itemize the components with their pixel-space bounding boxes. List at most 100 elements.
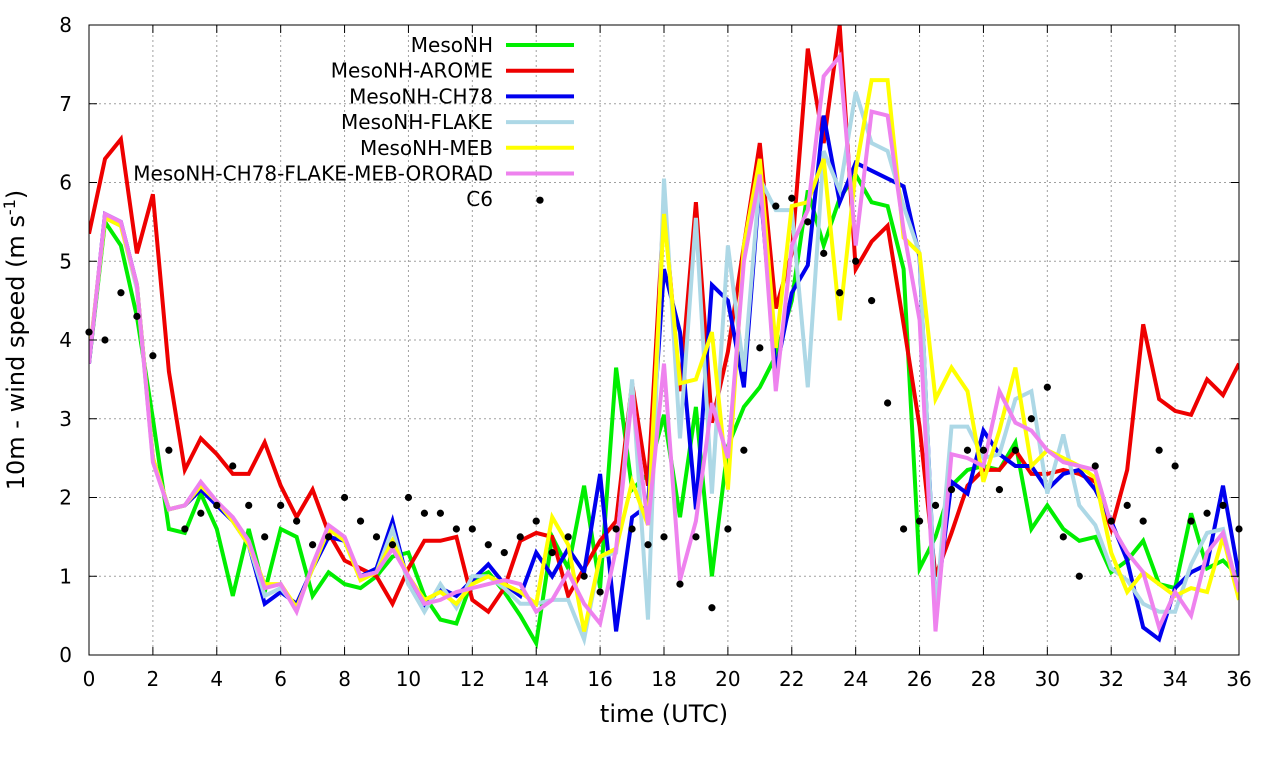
x-axis-title: time (UTC) <box>600 700 728 728</box>
series-mesonh-line <box>89 170 1239 650</box>
y-tick-label: 5 <box>59 249 72 273</box>
c6-point <box>1027 415 1035 423</box>
y-axis-title: 10m - wind speed (m s-1) <box>0 190 30 491</box>
c6-point <box>884 399 892 407</box>
c6-point <box>436 509 444 517</box>
c6-point <box>644 541 652 549</box>
c6-point <box>181 525 189 533</box>
c6-point <box>979 446 988 454</box>
x-tick-label: 30 <box>1035 667 1060 691</box>
c6-point <box>740 446 748 454</box>
c6-point <box>484 541 492 549</box>
y-tick-label: 8 <box>59 13 72 37</box>
c6-point <box>372 533 381 541</box>
legend-label-mesonh-ch78-flake-meb-ororad: MesoNH-CH78-FLAKE-MEB-ORORAD <box>133 162 493 186</box>
x-tick-label: 18 <box>651 667 676 691</box>
c6-point <box>420 509 429 517</box>
c6-point <box>1139 517 1147 525</box>
c6-point <box>1011 446 1019 454</box>
c6-point <box>612 525 620 533</box>
c6-point <box>1059 533 1067 541</box>
y-tick-label: 0 <box>59 643 72 667</box>
x-tick-label: 6 <box>274 667 287 691</box>
x-tick-label: 16 <box>587 667 612 691</box>
c6-point <box>628 525 636 533</box>
c6-point <box>213 501 221 509</box>
c6-point <box>516 533 524 541</box>
legend-label-mesonh-ch78: MesoNH-CH78 <box>349 84 493 108</box>
legend-label-mesonh: MesoNH <box>411 33 493 57</box>
c6-point <box>356 517 365 525</box>
series-c6 <box>85 194 1243 612</box>
c6-point <box>1219 501 1227 509</box>
c6-point <box>532 517 540 525</box>
c6-point <box>500 549 508 557</box>
c6-point <box>724 525 732 533</box>
axis-ticks: 0 2 4 6 8 10 12 14 16 18 20 22 24 26 28 30 32 34 360123456… <box>59 13 1251 691</box>
c6-point <box>852 257 860 265</box>
x-tick-label: 22 <box>779 667 804 691</box>
c6-point <box>261 533 269 541</box>
c6-point <box>836 289 844 297</box>
y-tick-label: 2 <box>59 486 72 510</box>
y-tick-label: 4 <box>59 328 72 352</box>
x-tick-label: 10 <box>396 667 421 691</box>
legend-swatch-c6 <box>536 196 544 204</box>
c6-point <box>596 588 604 596</box>
x-tick-label: 36 <box>1226 667 1251 691</box>
c6-point <box>197 509 205 517</box>
x-tick-label: 28 <box>971 667 996 691</box>
c6-point <box>963 446 972 454</box>
c6-point <box>1075 572 1083 580</box>
c6-point <box>564 533 572 541</box>
c6-point <box>324 533 333 541</box>
c6-point <box>117 289 125 297</box>
x-tick-label: 24 <box>843 667 868 691</box>
c6-point <box>548 549 556 557</box>
legend-label-mesonh-flake: MesoNH-FLAKE <box>341 110 493 134</box>
c6-point <box>899 525 908 533</box>
x-tick-label: 4 <box>210 667 223 691</box>
c6-point <box>1123 501 1131 509</box>
c6-point <box>1155 446 1163 454</box>
y-tick-label: 7 <box>59 92 72 116</box>
c6-point <box>676 580 684 588</box>
c6-point <box>915 517 924 525</box>
c6-point <box>277 501 285 509</box>
c6-point <box>404 493 413 502</box>
legend: MesoNHMesoNH-AROMEMesoNH-CH78MesoNH-FLAK… <box>133 33 574 211</box>
c6-point <box>708 604 716 612</box>
c6-point <box>101 336 109 344</box>
y-tick-label: 3 <box>59 407 72 431</box>
c6-point <box>165 446 173 454</box>
c6-point <box>820 249 828 257</box>
x-tick-label: 2 <box>147 667 160 691</box>
x-tick-label: 0 <box>83 667 96 691</box>
c6-point <box>1203 509 1211 517</box>
c6-point <box>772 202 780 210</box>
c6-point <box>995 486 1004 494</box>
x-tick-label: 26 <box>907 667 932 691</box>
c6-point <box>580 572 588 580</box>
x-tick-label: 34 <box>1162 667 1187 691</box>
x-tick-label: 8 <box>338 667 351 691</box>
x-tick-label: 20 <box>715 667 740 691</box>
c6-point <box>788 194 796 202</box>
c6-point <box>1171 462 1179 470</box>
c6-point <box>340 493 349 502</box>
c6-point <box>309 541 317 549</box>
series-mesonh-arome-line <box>89 24 1239 615</box>
legend-label-mesonh-arome: MesoNH-AROME <box>331 59 493 83</box>
y-tick-label: 6 <box>59 171 72 195</box>
c6-point <box>133 312 141 320</box>
legend-label-mesonh-meb: MesoNH-MEB <box>360 136 493 160</box>
c6-point <box>804 218 812 226</box>
y-tick-label: 1 <box>59 564 72 588</box>
c6-point <box>468 525 476 533</box>
series-layer <box>85 24 1243 650</box>
x-tick-label: 12 <box>460 667 485 691</box>
c6-point <box>229 462 237 470</box>
c6-point <box>245 501 253 509</box>
c6-point <box>388 541 397 549</box>
